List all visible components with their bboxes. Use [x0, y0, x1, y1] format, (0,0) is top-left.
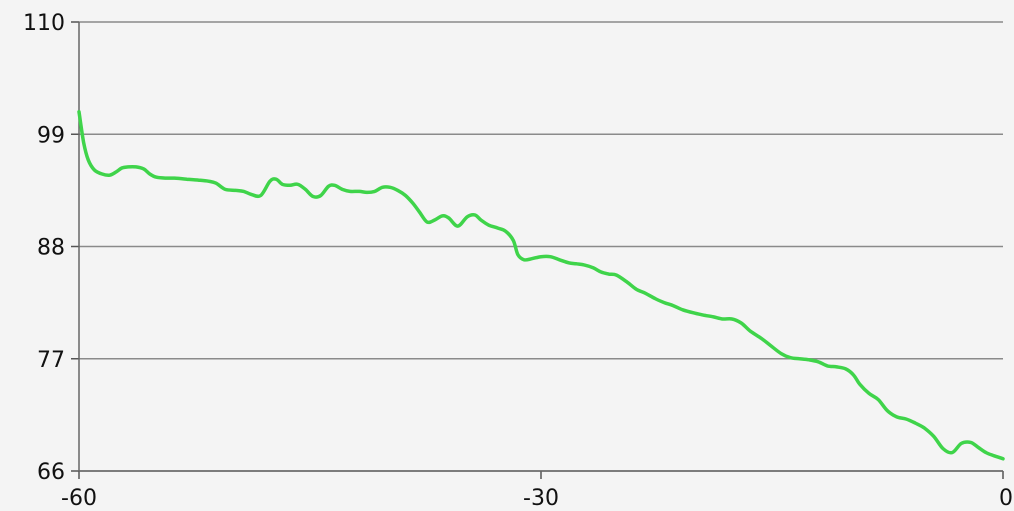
axes [71, 22, 1003, 479]
x-tick-label: -30 [523, 486, 559, 511]
gridlines [79, 22, 1003, 471]
y-tick-label: 110 [23, 11, 65, 36]
y-tick-label: 77 [37, 348, 65, 373]
x-tick-label: 0 [999, 486, 1013, 511]
series-layer [79, 112, 1003, 459]
x-tick-labels: -60 -30 0 [61, 486, 1013, 511]
y-tick-label: 88 [37, 236, 65, 261]
y-tick-labels: 66 77 88 99 110 [23, 11, 65, 485]
y-tick-label: 66 [37, 460, 65, 485]
series-line [79, 112, 1003, 459]
y-tick-label: 99 [37, 123, 65, 148]
x-tick-label: -60 [61, 486, 97, 511]
